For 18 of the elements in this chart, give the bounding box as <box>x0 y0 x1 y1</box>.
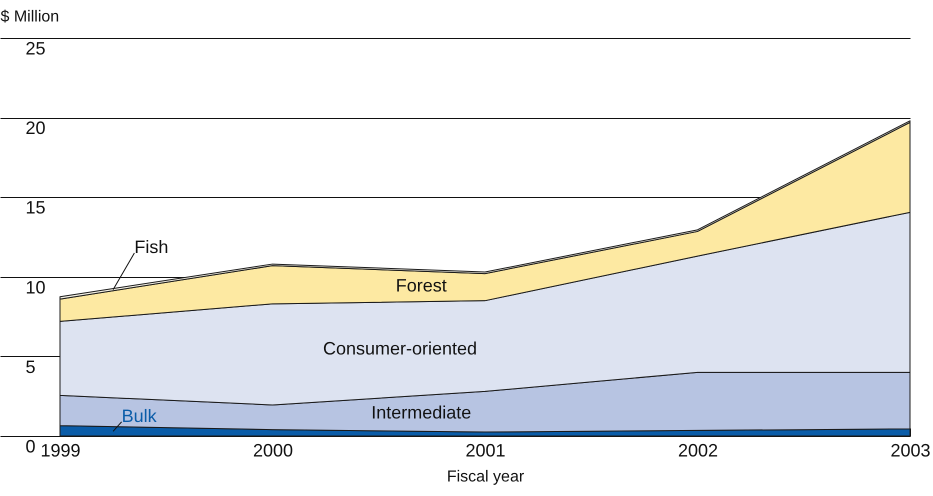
y-tick-label: 25 <box>26 38 46 58</box>
x-tick-label: 1999 <box>40 440 81 460</box>
y-tick-label: 5 <box>26 356 36 377</box>
series-label: Fish <box>134 237 168 258</box>
y-tick-label: 15 <box>26 198 46 218</box>
y-axis-title: $ Million <box>0 8 60 26</box>
x-tick-label: 2000 <box>252 440 294 460</box>
legend-label: Bulk <box>122 406 158 426</box>
x-tick-label: 2003 <box>890 440 931 460</box>
y-tick-label: 0 <box>26 436 36 456</box>
series-label: Forest <box>396 275 447 296</box>
y-tick-label: 10 <box>26 277 46 298</box>
x-tick-label: 2002 <box>678 440 718 460</box>
series-label: Consumer-oriented <box>322 338 478 358</box>
x-axis-title: Fiscal year <box>446 468 525 486</box>
x-tick-label: 2001 <box>465 440 506 460</box>
series-label: Intermediate <box>371 402 472 422</box>
y-tick-label: 20 <box>26 118 46 138</box>
